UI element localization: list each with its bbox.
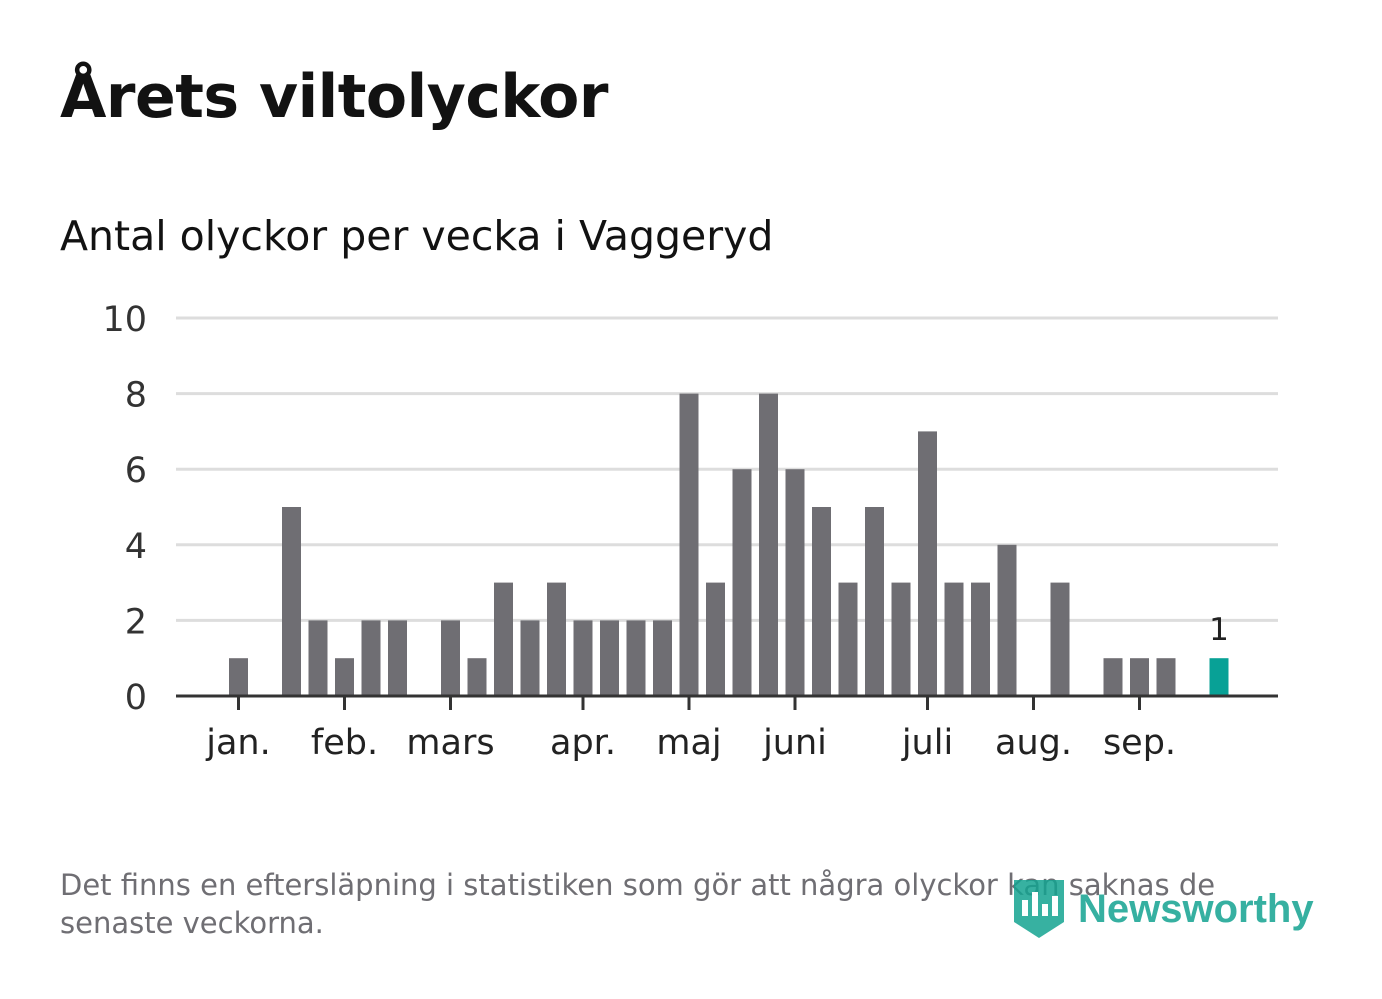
bar-chart-badge-icon bbox=[1014, 880, 1064, 938]
bar bbox=[997, 544, 1017, 696]
bar bbox=[679, 393, 699, 696]
bar bbox=[759, 393, 778, 696]
bar bbox=[282, 507, 301, 696]
bar bbox=[653, 620, 672, 696]
bar bbox=[785, 469, 805, 696]
y-tick-label: 4 bbox=[125, 527, 147, 567]
bar bbox=[308, 620, 328, 696]
bar bbox=[361, 620, 381, 696]
x-tick-label: mars bbox=[406, 723, 494, 763]
gridlines bbox=[176, 316, 1278, 622]
x-tick-label: feb. bbox=[311, 723, 378, 763]
y-tick-label: 0 bbox=[125, 678, 147, 718]
y-axis-labels: 0 2 4 6 8 10 bbox=[102, 300, 147, 718]
bar bbox=[467, 658, 487, 696]
x-tick-label: aug. bbox=[995, 723, 1072, 763]
bar bbox=[335, 658, 354, 696]
bar bbox=[891, 582, 911, 696]
bar bbox=[626, 620, 646, 696]
bar bbox=[971, 582, 990, 696]
bars bbox=[229, 393, 1229, 696]
bar bbox=[441, 620, 460, 696]
bar bbox=[706, 582, 725, 696]
x-tick-label: juli bbox=[901, 723, 953, 763]
x-tick-label: sep. bbox=[1103, 723, 1176, 763]
bar bbox=[865, 507, 884, 696]
x-tick-label: jan. bbox=[205, 723, 270, 763]
x-tick-label: maj bbox=[656, 723, 721, 763]
bar bbox=[838, 582, 858, 696]
x-axis: jan. feb. mars apr. maj juni juli aug. sep. bbox=[176, 694, 1278, 763]
bar bbox=[918, 431, 937, 696]
bar bbox=[1156, 658, 1176, 696]
bar bbox=[600, 620, 619, 696]
bar bbox=[1050, 582, 1070, 696]
y-tick-label: 2 bbox=[125, 602, 147, 642]
bar-highlight bbox=[1209, 658, 1229, 696]
x-tick-label: apr. bbox=[550, 723, 616, 763]
bar bbox=[547, 582, 566, 696]
bar bbox=[732, 469, 752, 696]
chart-title: Årets viltolyckor bbox=[60, 62, 609, 132]
bar bbox=[1130, 658, 1149, 696]
newsworthy-logo: Newsworthy bbox=[1010, 876, 1314, 942]
x-tick-label: juni bbox=[762, 723, 827, 763]
data-label: 1 bbox=[1209, 612, 1229, 648]
logo-text: Newsworthy bbox=[1078, 886, 1314, 931]
bar bbox=[520, 620, 540, 696]
y-tick-label: 8 bbox=[125, 376, 147, 416]
chart-subtitle: Antal olyckor per vecka i Vaggeryd bbox=[60, 212, 774, 260]
y-tick-label: 10 bbox=[102, 300, 147, 340]
bar bbox=[494, 582, 513, 696]
y-tick-label: 6 bbox=[125, 451, 147, 491]
bar bbox=[573, 620, 593, 696]
data-labels: 1 bbox=[1209, 612, 1229, 648]
bar bbox=[388, 620, 407, 696]
bar bbox=[229, 658, 248, 696]
bar bbox=[812, 507, 831, 696]
bar bbox=[944, 582, 964, 696]
bar bbox=[1103, 658, 1123, 696]
